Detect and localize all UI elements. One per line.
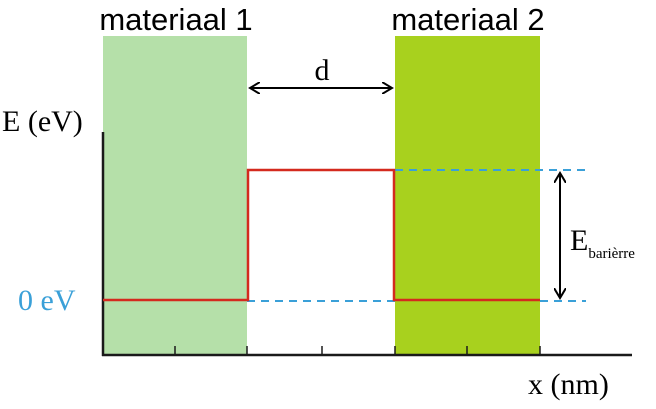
barrier-label: Ebarièrre: [570, 224, 635, 262]
y-axis-label: E (eV): [2, 105, 83, 138]
material-label: materiaal 2: [391, 2, 544, 37]
material-label: materiaal 1: [99, 2, 252, 37]
material-1-region: [103, 36, 247, 355]
zero-label: 0 eV: [18, 284, 76, 317]
potential-profile: [103, 168, 540, 302]
distance-label: d: [315, 54, 330, 87]
barrier-subscript: barièrre: [588, 246, 635, 262]
axes: [101, 132, 632, 357]
material-2-region: [395, 36, 540, 355]
barrier-symbol: E: [570, 224, 588, 257]
reference-lines: [247, 169, 586, 302]
x-axis-label: x (nm): [528, 368, 609, 401]
